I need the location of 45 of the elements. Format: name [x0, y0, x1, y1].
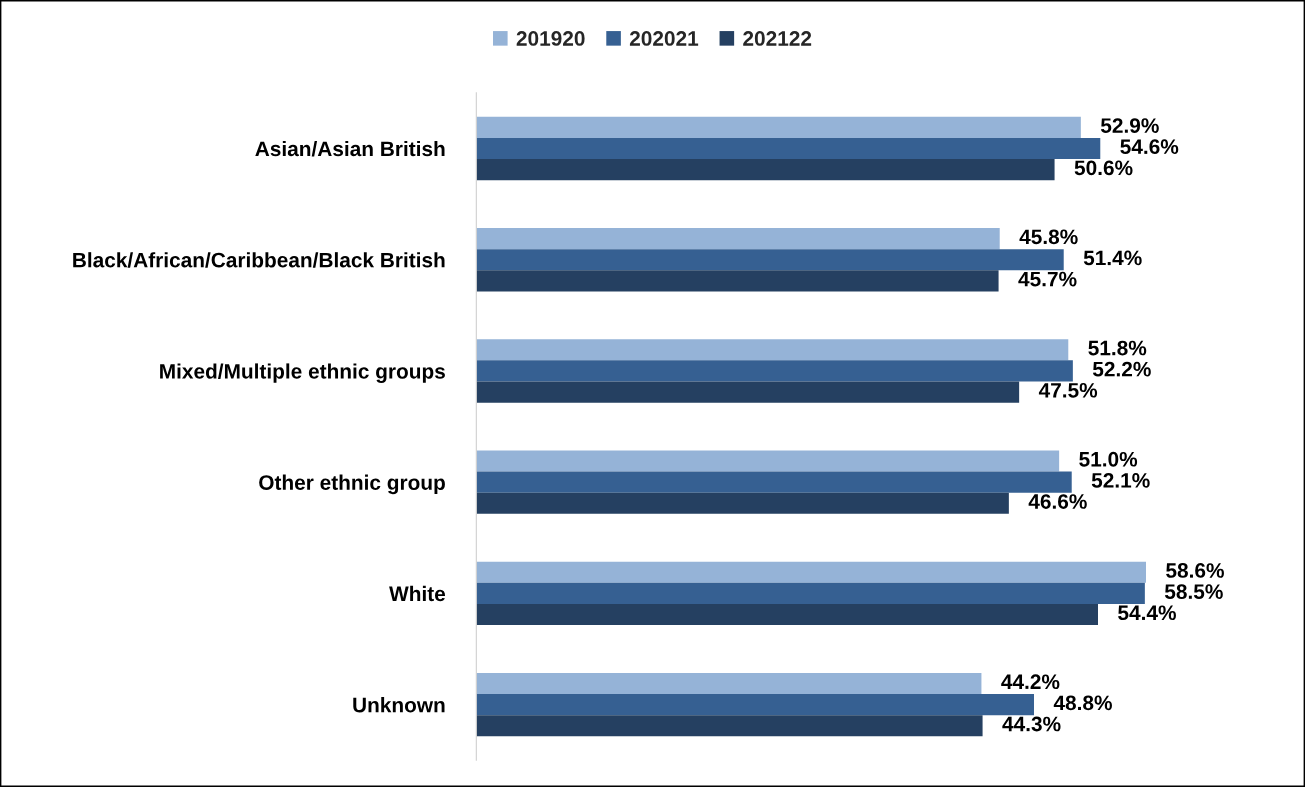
y-tick-label: White	[389, 585, 446, 602]
bar	[476, 492, 1009, 514]
bar	[476, 159, 1055, 181]
bar	[476, 471, 1072, 493]
bar	[476, 249, 1064, 271]
data-label: 51.0%	[1079, 451, 1138, 467]
bar	[476, 228, 1000, 250]
y-tick-label: Mixed/Multiple ethnic groups	[160, 363, 445, 383]
data-label: 52.9%	[1100, 118, 1159, 133]
legend-label: 202021	[629, 31, 699, 46]
bar	[476, 137, 1101, 160]
bar	[476, 694, 1034, 716]
bar	[476, 381, 1020, 403]
data-label: 50.6%	[1074, 160, 1133, 176]
bar	[476, 360, 1073, 382]
bar	[476, 672, 982, 695]
legend-label: 201920	[516, 31, 585, 46]
bar	[476, 270, 999, 292]
data-label: 48.8%	[1053, 695, 1112, 711]
bar	[476, 450, 1060, 472]
bar	[476, 603, 1098, 626]
bar	[476, 582, 1145, 604]
y-tick-label: Unknown	[353, 697, 445, 713]
y-tick-label: Asian/Asian British	[255, 140, 445, 157]
bar	[476, 715, 983, 737]
data-label: 46.6%	[1028, 494, 1087, 509]
data-label: 58.5%	[1164, 584, 1223, 599]
data-label: 52.1%	[1091, 473, 1150, 488]
data-label: 51.8%	[1088, 340, 1147, 356]
data-label: 45.7%	[1018, 271, 1077, 287]
data-label: 54.4%	[1118, 605, 1176, 621]
data-label: 54.6%	[1120, 139, 1179, 155]
bar	[476, 116, 1081, 138]
data-label: 51.4%	[1083, 250, 1142, 266]
bar	[476, 561, 1146, 583]
legend-label: 202122	[743, 31, 812, 46]
data-label: 47.5%	[1038, 382, 1098, 398]
y-tick-label: Black/African/Caribbean/Black British	[73, 252, 445, 268]
data-label: 45.8%	[1019, 229, 1078, 245]
data-label: 44.2%	[1001, 674, 1060, 690]
data-label: 58.6%	[1166, 563, 1224, 578]
y-tick-label: Other ethnic group	[259, 474, 445, 495]
bar	[476, 339, 1069, 361]
data-label: 52.2%	[1092, 361, 1151, 377]
data-label: 44.3%	[1002, 716, 1061, 732]
